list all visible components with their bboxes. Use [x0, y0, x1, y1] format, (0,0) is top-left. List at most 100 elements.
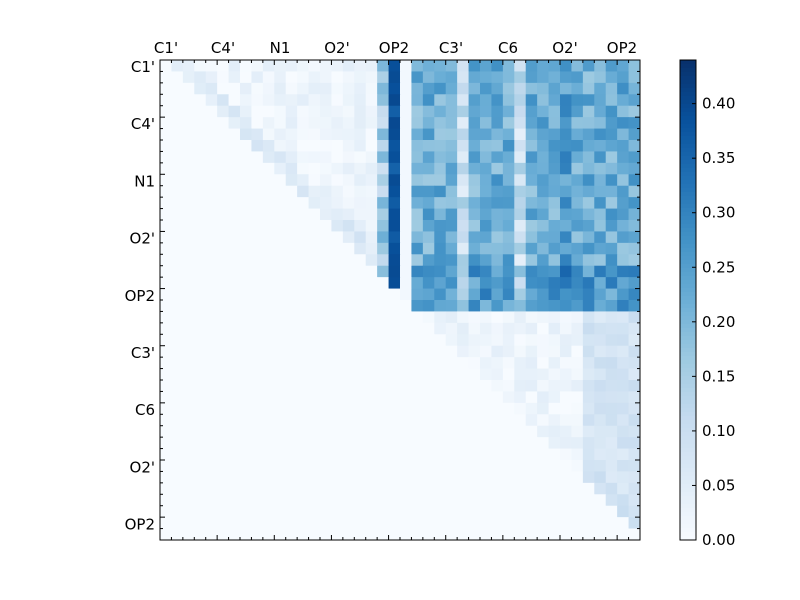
heatmap-cell — [194, 505, 207, 518]
heatmap-cell — [320, 505, 332, 518]
heatmap-cell — [388, 94, 401, 107]
heatmap-cell — [617, 231, 629, 244]
heatmap-cell — [548, 71, 561, 84]
heatmap-cell — [480, 128, 492, 141]
heatmap-cell — [617, 494, 629, 507]
heatmap-cell — [571, 425, 584, 438]
heatmap-cell — [251, 265, 264, 278]
heatmap-cell — [434, 402, 447, 415]
heatmap-cell — [297, 265, 309, 278]
heatmap-cell — [171, 357, 184, 369]
heatmap-cell — [537, 220, 549, 232]
heatmap-cell — [262, 425, 275, 438]
heatmap-cell — [525, 448, 538, 461]
heatmap-cell — [205, 322, 218, 335]
heatmap-cell — [400, 528, 412, 541]
heatmap-cell — [491, 277, 504, 289]
heatmap-cell — [251, 197, 264, 209]
heatmap-cell — [514, 300, 527, 312]
heatmap-cell — [354, 242, 367, 255]
heatmap-cell — [217, 414, 229, 427]
heatmap-cell — [480, 345, 492, 358]
heatmap-cell — [514, 322, 527, 335]
heatmap-cell — [217, 140, 229, 152]
heatmap-cell — [571, 494, 584, 507]
heatmap-cell — [560, 242, 572, 255]
heatmap-cell — [468, 460, 481, 472]
heatmap-cell — [560, 174, 572, 187]
heatmap-cell — [182, 277, 195, 289]
colorbar-slice — [680, 204, 696, 209]
heatmap-cell — [388, 494, 401, 507]
heatmap-cell — [297, 380, 309, 392]
heatmap-cell — [377, 82, 389, 95]
heatmap-cell — [285, 60, 298, 72]
heatmap-cell — [171, 197, 184, 209]
heatmap-cell — [525, 482, 538, 495]
heatmap-cell — [217, 117, 229, 129]
heatmap-cell — [194, 128, 207, 141]
colorbar-slice — [680, 400, 696, 405]
heatmap-cell — [274, 174, 287, 187]
heatmap-cell — [194, 197, 207, 209]
heatmap-cell — [217, 105, 229, 118]
heatmap-cell — [262, 185, 275, 198]
heatmap-cell — [308, 220, 321, 232]
heatmap-cell — [560, 140, 572, 152]
heatmap-cell — [560, 71, 572, 84]
heatmap-cell — [365, 265, 378, 278]
heatmap-cell — [468, 482, 481, 495]
heatmap-cell — [605, 334, 618, 347]
heatmap-cell — [194, 322, 207, 335]
heatmap-cell — [182, 368, 195, 381]
heatmap-cell — [605, 140, 618, 152]
heatmap-cell — [228, 460, 241, 472]
heatmap-cell — [262, 220, 275, 232]
heatmap-cell — [160, 128, 172, 141]
heatmap-cell — [354, 437, 367, 449]
heatmap-cell — [617, 82, 629, 95]
heatmap-cell — [422, 345, 435, 358]
heatmap-cell — [514, 380, 527, 392]
heatmap-cell — [240, 254, 252, 267]
heatmap-cell — [377, 117, 389, 129]
heatmap-cell — [331, 300, 344, 312]
heatmap-cell — [480, 151, 492, 164]
heatmap-cell — [571, 174, 584, 187]
heatmap-cell — [251, 334, 264, 347]
heatmap-cell — [628, 528, 641, 541]
heatmap-cell — [240, 505, 252, 518]
heatmap-cell — [354, 448, 367, 461]
heatmap-cell — [342, 220, 355, 232]
heatmap-cell — [434, 448, 447, 461]
heatmap-cell — [514, 391, 527, 404]
heatmap-cell — [365, 185, 378, 198]
heatmap-cell — [240, 185, 252, 198]
heatmap-cell — [571, 231, 584, 244]
heatmap-cell — [560, 437, 572, 449]
heatmap-cell — [194, 242, 207, 255]
heatmap-cell — [502, 311, 515, 324]
heatmap-cell — [262, 471, 275, 484]
heatmap-cell — [502, 265, 515, 278]
heatmap-cell — [205, 151, 218, 164]
heatmap-cell — [582, 345, 595, 358]
heatmap-cell — [194, 437, 207, 449]
heatmap-cell — [354, 288, 367, 301]
heatmap-cell — [605, 71, 618, 84]
colorbar-slice — [680, 192, 696, 197]
heatmap-cell — [468, 528, 481, 541]
heatmap-cell — [297, 414, 309, 427]
heatmap-cell — [457, 231, 469, 244]
heatmap-cell — [468, 185, 481, 198]
heatmap-cell — [582, 265, 595, 278]
heatmap-cell — [434, 94, 447, 107]
heatmap-cell — [331, 151, 344, 164]
heatmap-cell — [308, 425, 321, 438]
heatmap-cell — [537, 71, 549, 84]
heatmap-cell — [628, 242, 641, 255]
heatmap-cell — [400, 300, 412, 312]
heatmap-cell — [262, 174, 275, 187]
heatmap-cell — [217, 391, 229, 404]
heatmap-cell — [274, 71, 287, 84]
